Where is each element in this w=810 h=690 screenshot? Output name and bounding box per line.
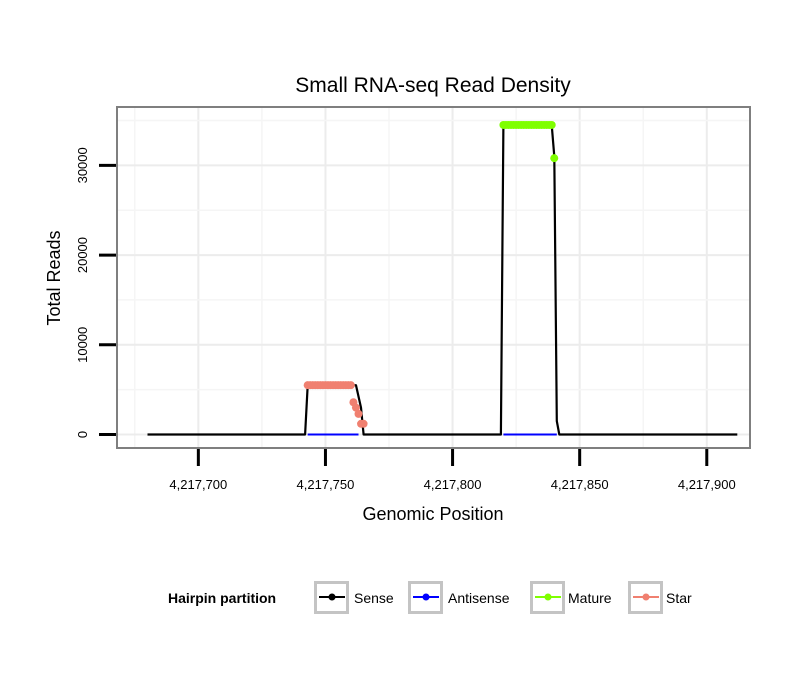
star-point <box>354 409 363 418</box>
y-axis: 0 10000 20000 30000 <box>75 147 116 438</box>
x-axis: 4,217,700 4,217,750 4,217,800 4,217,850 4,21… <box>169 449 736 492</box>
plot-border <box>116 106 751 449</box>
plot-panel <box>117 107 750 448</box>
star-point <box>359 419 368 428</box>
chart-title: Small RNA-seq Read Density <box>295 74 571 97</box>
legend-key-point <box>544 593 552 601</box>
y-tick-label: 20000 <box>75 237 90 273</box>
x-tick-label: 4,217,850 <box>551 477 609 492</box>
y-tick-label: 0 <box>75 431 90 438</box>
y-axis-title: Total Reads <box>44 230 64 325</box>
legend-label: Sense <box>354 590 394 606</box>
star-point <box>351 403 360 412</box>
star-point <box>346 381 355 390</box>
legend: Hairpin partition Sense Antisense Mature St… <box>168 581 692 614</box>
legend-key-point <box>422 593 430 601</box>
x-tick-label: 4,217,900 <box>678 477 736 492</box>
mature-point <box>547 120 556 129</box>
legend-key-point <box>328 593 336 601</box>
mature-point <box>550 154 559 163</box>
x-tick-label: 4,217,800 <box>424 477 482 492</box>
y-tick-label: 30000 <box>75 147 90 183</box>
x-tick-label: 4,217,700 <box>169 477 227 492</box>
legend-label: Antisense <box>448 590 510 606</box>
x-tick-label: 4,217,750 <box>297 477 355 492</box>
legend-label: Star <box>666 590 692 606</box>
plot-background <box>117 107 750 448</box>
legend-key-point <box>642 593 650 601</box>
x-axis-title: Genomic Position <box>362 504 503 524</box>
y-tick-label: 10000 <box>75 327 90 363</box>
legend-title: Hairpin partition <box>168 590 276 606</box>
legend-label: Mature <box>568 590 612 606</box>
series-layer <box>116 106 751 449</box>
